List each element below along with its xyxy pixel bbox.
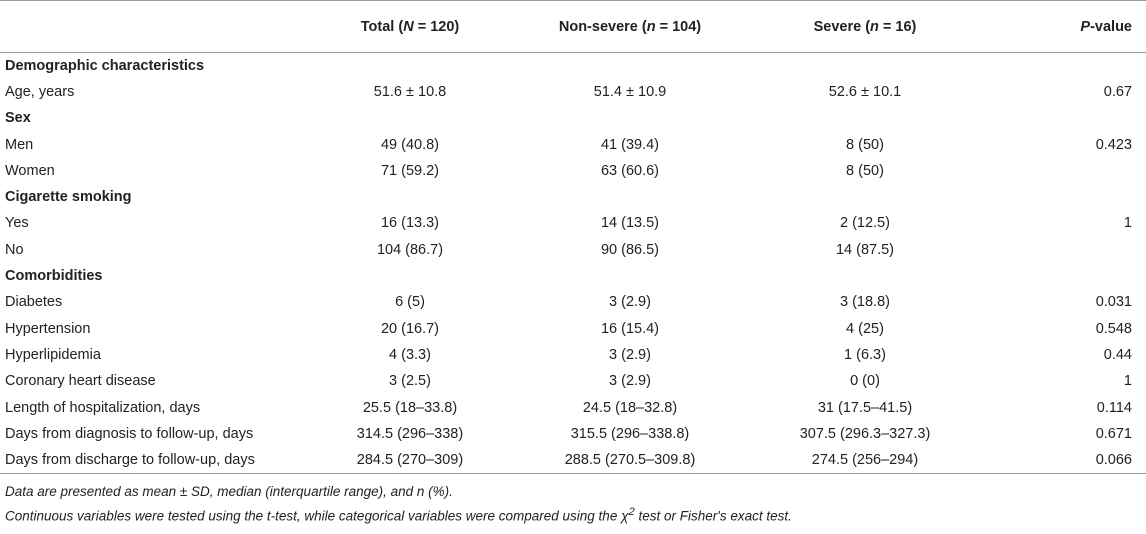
cell-pvalue: [990, 158, 1146, 184]
cell-pvalue: 1: [1123, 373, 1132, 390]
cell-total: 49 (40.8): [380, 136, 440, 153]
row-label: Length of hospitalization, days: [5, 399, 201, 416]
cell-severe: 3 (18.8): [840, 294, 890, 311]
row-label: Diabetes: [5, 294, 63, 311]
cell-severe: 1 (6.3): [844, 346, 886, 363]
cell-pvalue: [990, 237, 1146, 263]
cell-nonsevere: 51.4 ± 10.9: [593, 83, 667, 100]
row-label: Coronary heart disease: [5, 373, 156, 390]
cell-total: 3 (2.5): [389, 373, 431, 390]
table-row: Women 71 (59.2) 63 (60.6) 8 (50): [0, 158, 1146, 184]
cell-nonsevere: 3 (2.9): [609, 294, 651, 311]
cell-severe: 274.5 (256–294): [740, 446, 990, 474]
cell-pvalue: 0.114: [1096, 399, 1132, 416]
cell-nonsevere: 3 (2.9): [609, 346, 651, 363]
row-label: Age, years: [5, 83, 75, 100]
cell-pvalue: 0.548: [1095, 320, 1132, 337]
cell-total: 284.5 (270–309): [300, 446, 520, 474]
cell-severe: 2 (12.5): [840, 215, 890, 232]
header-total: Total (N = 120): [300, 0, 520, 53]
table-row: Coronary heart disease 3 (2.5) 3 (2.9) 0 (0…: [0, 368, 1146, 394]
cell-pvalue: 0.423: [1095, 136, 1132, 153]
cell-nonsevere: 3 (2.9): [609, 373, 651, 390]
header-variable: [0, 0, 300, 53]
table-footnotes: Data are presented as mean ± SD, median …: [0, 474, 1146, 527]
cell-nonsevere: 315.5 (296–338.8): [570, 425, 690, 442]
table-row: Diabetes 6 (5) 3 (2.9) 3 (18.8) 0.031: [0, 289, 1146, 315]
cell-total: 25.5 (18–33.8): [362, 399, 458, 416]
cell-pvalue: 0.671: [1095, 425, 1132, 442]
section-row: Demographic characteristics: [0, 53, 1146, 79]
cell-severe: 52.6 ± 10.1: [828, 83, 902, 100]
cell-nonsevere: 63 (60.6): [600, 162, 660, 179]
cell-nonsevere: 288.5 (270.5–309.8): [520, 446, 740, 474]
table-row: Length of hospitalization, days 25.5 (18–…: [0, 394, 1146, 420]
row-label: Days from diagnosis to follow-up, days: [5, 425, 254, 442]
table-row: Hyperlipidemia 4 (3.3) 3 (2.9) 1 (6.3) 0.44: [0, 342, 1146, 368]
row-label: Days from discharge to follow-up, days: [0, 446, 300, 474]
cell-pvalue: 0.031: [1095, 294, 1132, 311]
table-row: Days from diagnosis to follow-up, days 31…: [0, 421, 1146, 447]
section-heading: Cigarette smoking: [5, 189, 132, 206]
cell-total: 314.5 (296–338): [356, 425, 464, 442]
table-row: No 104 (86.7) 90 (86.5) 14 (87.5): [0, 237, 1146, 263]
table-row: Days from discharge to follow-up, days 28…: [0, 446, 1146, 474]
cell-total: 6 (5): [395, 294, 425, 311]
row-label: Hyperlipidemia: [5, 346, 101, 363]
cell-pvalue: 0.67: [1103, 83, 1132, 100]
header-nonsevere: Non-severe (n = 104): [520, 0, 740, 53]
table-body: Demographic characteristics Age, years 51.…: [0, 53, 1146, 474]
table-header: Total (N = 120) Non-severe (n = 104) Sev…: [0, 0, 1146, 53]
cell-pvalue: 0.066: [990, 446, 1146, 474]
cell-total: 51.6 ± 10.8: [373, 83, 447, 100]
section-heading: Comorbidities: [5, 268, 103, 285]
section-row: Comorbidities: [0, 263, 1146, 289]
header-row: Total (N = 120) Non-severe (n = 104) Sev…: [0, 0, 1146, 53]
cell-pvalue: 1: [1123, 215, 1132, 232]
table-row: Hypertension 20 (16.7) 16 (15.4) 4 (25) 0.54…: [0, 315, 1146, 341]
table-row: Age, years 51.6 ± 10.8 51.4 ± 10.9 52.6 ± 1…: [0, 79, 1146, 105]
cell-nonsevere: 16 (15.4): [600, 320, 660, 337]
section-row: Sex: [0, 105, 1146, 131]
section-row: Cigarette smoking: [0, 184, 1146, 210]
section-heading: Sex: [5, 110, 31, 127]
cell-severe: 8 (50): [846, 136, 884, 153]
cell-severe: 8 (50): [846, 162, 884, 179]
cell-nonsevere: 41 (39.4): [600, 136, 660, 153]
row-label: Men: [5, 136, 34, 153]
cell-severe: 307.5 (296.3–327.3): [799, 425, 931, 442]
section-heading: Demographic characteristics: [5, 57, 205, 74]
row-label: No: [5, 241, 24, 258]
cell-total: 104 (86.7): [376, 241, 444, 258]
cell-total: 16 (13.3): [380, 215, 440, 232]
header-pvalue: P-value: [990, 0, 1146, 53]
cell-severe: 4 (25): [846, 320, 884, 337]
row-label: Women: [5, 162, 55, 179]
header-severe: Severe (n = 16): [740, 0, 990, 53]
cell-severe: 0 (0): [850, 373, 880, 390]
cell-severe: 14 (87.5): [835, 241, 895, 258]
cell-nonsevere: 90 (86.5): [600, 241, 660, 258]
table-row: Men 49 (40.8) 41 (39.4) 8 (50) 0.423: [0, 131, 1146, 157]
cell-pvalue: 0.44: [1103, 346, 1132, 363]
cell-severe: 31 (17.5–41.5): [817, 399, 913, 416]
cell-total: 20 (16.7): [380, 320, 440, 337]
cell-nonsevere: 14 (13.5): [600, 215, 660, 232]
cell-nonsevere: 24.5 (18–32.8): [582, 399, 678, 416]
row-label: Yes: [5, 215, 29, 232]
footnote-1: Data are presented as mean ± SD, median …: [5, 483, 453, 499]
cell-total: 71 (59.2): [380, 162, 440, 179]
data-table: Total (N = 120) Non-severe (n = 104) Sev…: [0, 0, 1146, 474]
row-label: Hypertension: [5, 320, 91, 337]
table-row: Yes 16 (13.3) 14 (13.5) 2 (12.5) 1: [0, 210, 1146, 236]
cell-total: 4 (3.3): [389, 346, 431, 363]
footnote-2: Continuous variables were tested using t…: [5, 505, 792, 524]
